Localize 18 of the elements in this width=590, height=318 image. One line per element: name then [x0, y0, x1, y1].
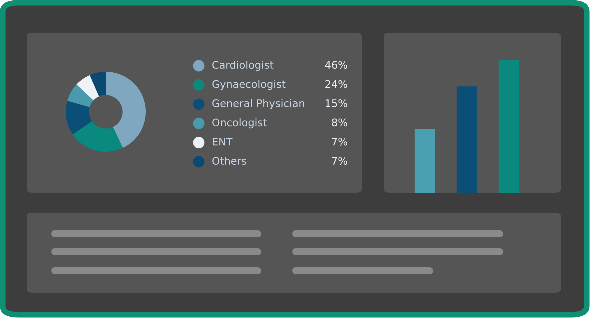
- legend-label: ENT: [213, 138, 233, 146]
- donut-slice: [68, 84, 94, 108]
- donut-slice: [66, 100, 92, 135]
- donut-slice: [73, 122, 124, 152]
- data-label: 24%: [326, 80, 348, 88]
- legend-label: General Physician: [212, 99, 304, 110]
- legend-label: Cardiologist: [212, 60, 274, 72]
- donut-slice: [76, 75, 100, 101]
- legend-label: Others: [212, 156, 246, 166]
- legend-label: Oncologist: [212, 118, 267, 129]
- data-label: 7%: [332, 138, 348, 146]
- donut-slice: [106, 72, 146, 148]
- data-label: 15%: [326, 100, 348, 108]
- donut-slice: [90, 72, 106, 97]
- data-label: 8%: [332, 118, 348, 127]
- data-label: 7%: [332, 157, 348, 166]
- data-label: 46%: [325, 61, 348, 70]
- legend-label: Gynaecologist: [212, 80, 286, 90]
